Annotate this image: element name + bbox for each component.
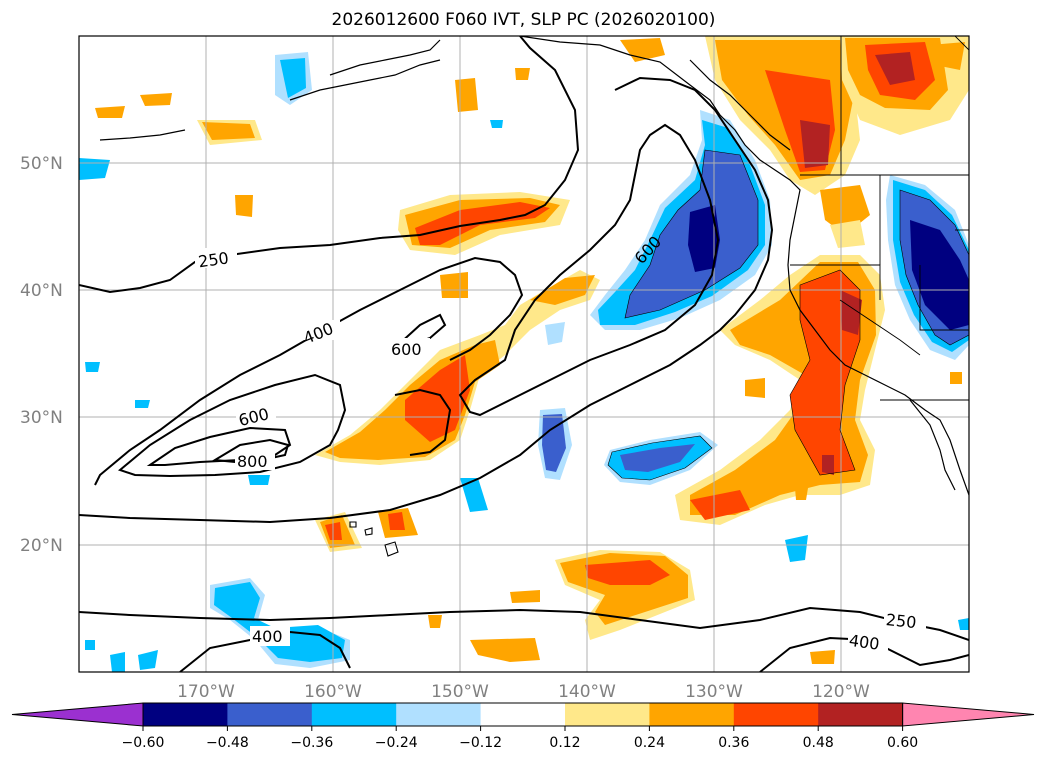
lon-label-140w: 140°W [558,682,616,702]
colorbar-frame [142,702,904,727]
colorbar-segment [565,703,650,726]
lon-label-130w: 130°W [685,682,743,702]
colorbar-segment [396,703,482,726]
latitude-labels: 50°N 40°N 30°N 20°N [20,154,63,556]
graticule [79,36,969,672]
longitude-labels: 170°W 160°W 150°W 140°W 130°W 120°W [177,682,870,702]
contour-label-400-southwest: 400 [252,627,283,646]
colorbar-tick-label: −0.36 [290,735,333,751]
colorbar-tick-label: −0.24 [375,735,418,751]
contour-label-250-north: 250 [197,248,230,271]
colorbar-tick-label: 0.48 [803,735,834,751]
lon-label-120w: 120°W [812,682,870,702]
hawaii-islands [349,521,399,557]
colorbar-tick-label: −0.48 [206,735,249,751]
colorbar: −0.60 −0.48 −0.36 −0.24 −0.12 0.12 0.24 0.36 0.4… [11,702,1035,751]
map-frame [78,35,970,673]
contour-label-800: 800 [237,452,268,471]
colorbar-segment [227,703,313,726]
lat-label-30n: 30°N [20,408,63,428]
colorbar-segment [649,703,735,726]
colorbar-tick-label: 0.36 [718,735,749,751]
lat-label-40n: 40°N [20,281,63,301]
lon-label-170w: 170°W [177,682,235,702]
colorbar-tick-label: 0.24 [634,735,665,751]
colorbar-segment [143,703,228,726]
coastlines [99,36,969,496]
colorbar-extend-min [11,702,144,727]
colorbar-tick-label: 0.60 [887,735,918,751]
colorbar-extend-max [902,702,1035,727]
lon-label-160w: 160°W [304,682,362,702]
lat-label-50n: 50°N [20,154,63,174]
contour-lines [79,36,969,672]
contour-label-250-south: 250 [885,610,917,632]
contour-labels: 250 400 600 600 800 600 250 400 400 [195,232,926,654]
colorbar-segment [311,703,397,726]
colorbar-segment [818,703,904,726]
contour-label-400-southeast: 400 [848,631,881,654]
negative-anomaly-shading [79,52,969,672]
political-borders [790,36,969,401]
colorbar-ticks: −0.60 −0.48 −0.36 −0.24 −0.12 0.12 0.24 0.36 0.4… [122,726,918,751]
colorbar-segment [480,703,566,726]
shading-outlines [607,149,969,481]
colorbar-segment [733,703,819,726]
lat-label-20n: 20°N [20,536,63,556]
lon-label-150w: 150°W [431,682,489,702]
colorbar-fills [11,702,1035,727]
figure-title: 2026012600 F060 IVT, SLP PC (2026020100) [331,10,716,30]
map-panel [79,36,969,672]
colorbar-tick-label: −0.60 [122,735,165,751]
colorbar-tick-label: 0.12 [549,735,580,751]
contour-label-600-inner: 600 [391,340,422,359]
colorbar-tick-label: −0.12 [459,735,502,751]
